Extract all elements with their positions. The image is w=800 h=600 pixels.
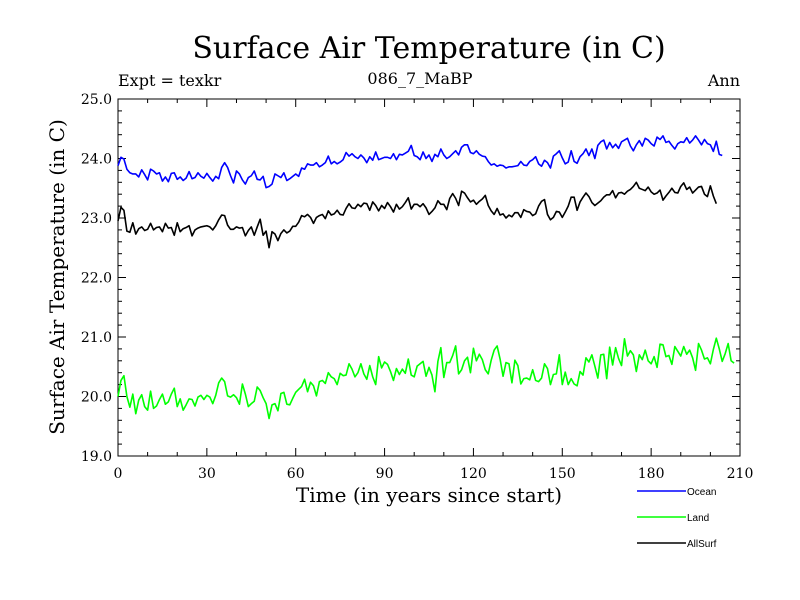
period-label: Ann [707,71,740,90]
y-tick-label: 21.0 [81,330,112,346]
x-tick-label: 210 [727,466,754,482]
plot-frame [117,98,741,457]
series-group [117,135,735,420]
x-tick-label: 0 [114,466,123,482]
x-tick-label: 180 [638,466,665,482]
x-axis: 0 30 60 90 120 150 180 210 [114,99,754,482]
y-tick-label: 23.0 [81,211,112,227]
subtitle-label: 086_7_MaBP [367,69,472,88]
x-axis-label: Time (in years since start) [296,483,562,507]
x-tick-label: 120 [460,466,487,482]
y-axis: 19.0 20.0 21.0 22.0 23.0 24.0 25.0 [81,92,740,465]
legend-label-allsurf: AllSurf [687,539,717,550]
y-tick-label: 24.0 [81,152,112,168]
experiment-label: Expt = texkr [118,71,222,90]
y-tick-label: 19.0 [81,449,112,465]
x-tick-label: 60 [287,466,305,482]
legend: Ocean Land AllSurf [637,487,717,550]
x-tick-label: 30 [198,466,216,482]
series-line-land [117,337,735,420]
legend-label-land: Land [687,513,709,524]
series-line-allsurf [117,181,718,249]
y-tick-label: 20.0 [81,390,112,406]
x-tick-label: 150 [549,466,576,482]
y-axis-label: Surface Air Temperature (in C) [45,119,69,435]
legend-label-ocean: Ocean [687,487,716,498]
x-tick-label: 90 [376,466,394,482]
series-line-ocean [117,135,723,189]
y-tick-label: 22.0 [81,271,112,287]
y-tick-label: 25.0 [81,92,112,108]
chart-title: Surface Air Temperature (in C) [192,31,665,66]
